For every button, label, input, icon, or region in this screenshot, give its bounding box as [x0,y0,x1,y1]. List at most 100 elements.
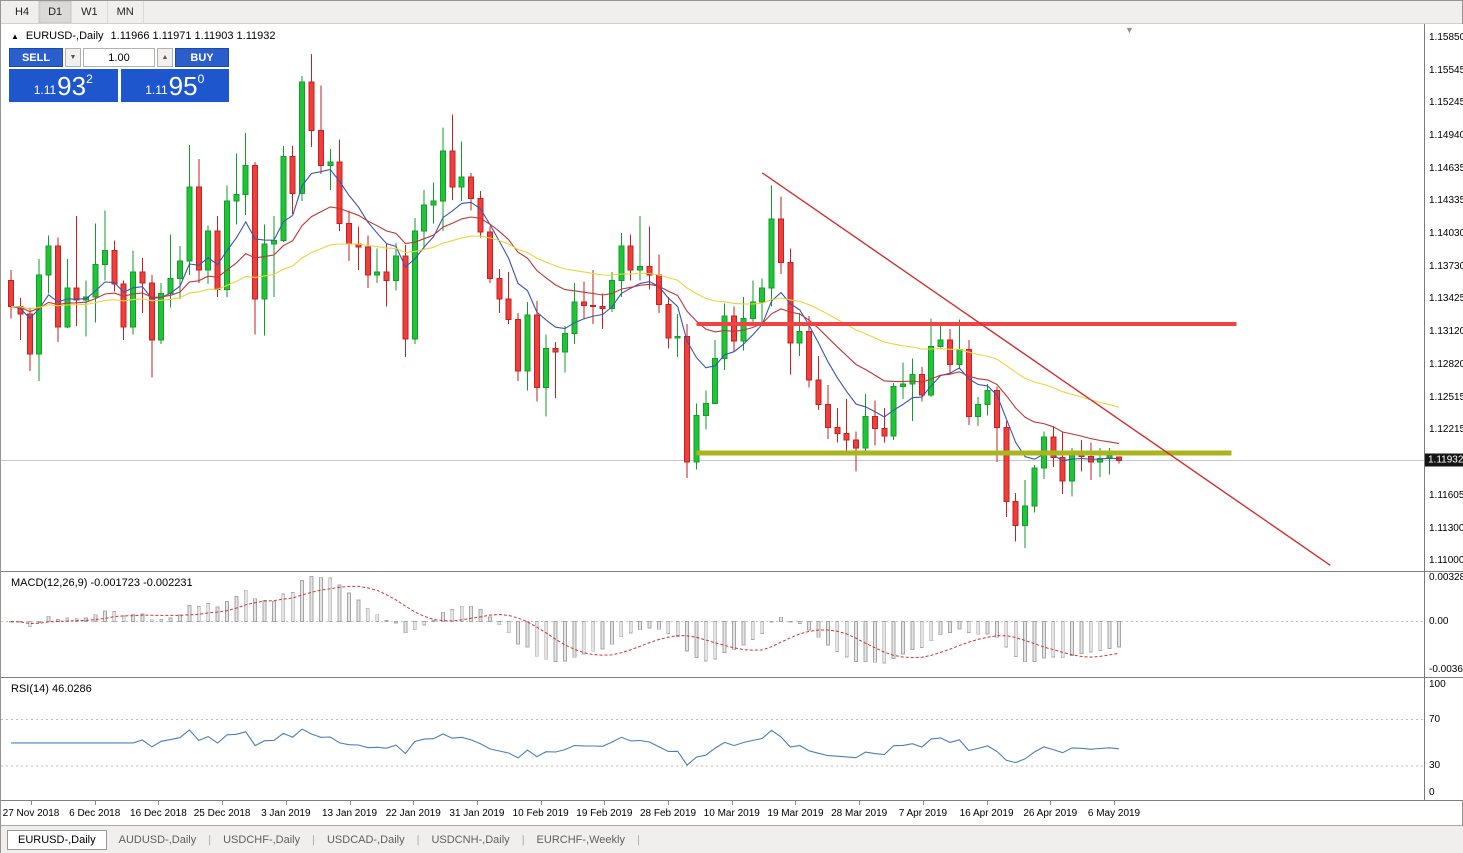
time-axis-label: 31 Jan 2019 [449,808,505,819]
rsi-axis-label: 0 [1429,787,1435,798]
macd-indicator-canvas[interactable] [1,572,1424,677]
arrow-down-icon: ▼ [69,54,77,61]
rsi-axis[interactable]: 100 70 30 0 [1424,678,1463,800]
chart-shift-icon[interactable]: ▼ [1125,25,1134,35]
time-axis-tick [413,801,415,805]
time-axis-label: 16 Apr 2019 [959,808,1014,819]
time-axis-label: 19 Feb 2019 [576,808,633,819]
timeframe-button-d1[interactable]: D1 [39,1,73,23]
sell-button[interactable]: SELL [9,48,63,67]
price-axis-label: 1.14335 [1429,195,1463,207]
current-price-badge: 1.11932 [1425,453,1463,467]
rsi-axis-label: 30 [1429,760,1441,771]
buy-price-display[interactable]: 1.11 95 0 [120,69,229,102]
chart-tab-eurchf-weekly[interactable]: EURCHF-,Weekly [536,833,625,846]
price-axis-label: 1.13120 [1429,326,1463,338]
chart-tab-audusd-daily[interactable]: AUDUSD-,Daily [118,833,197,846]
window-divider [1,825,1463,826]
price-chart-canvas[interactable] [1,24,1424,571]
one-click-trading-panel: SELL ▼ ▲ BUY 1.11 93 2 1.11 95 0 [9,48,229,102]
price-axis-label: 1.12215 [1429,423,1463,435]
time-axis-tick [94,801,96,805]
macd-axis-label: 0.003287 [1429,572,1463,583]
timeframe-button-w1[interactable]: W1 [72,1,108,23]
macd-label: MACD(12,26,9) -0.001723 -0.002231 [11,577,193,589]
rsi-axis-label: 100 [1429,679,1446,690]
chart-tab-usdcnh-daily[interactable]: USDCNH-,Daily [431,833,510,846]
buy-price-prefix: 1.11 [145,83,168,97]
macd-axis-label: 0.00 [1429,615,1449,627]
time-axis-label: 19 Mar 2019 [767,808,824,819]
time-axis-tick [1114,801,1115,805]
time-axis-tick [604,801,606,805]
time-axis[interactable]: 27 Nov 2018 6 Dec 2018 16 Dec 2018 25 Dec 2… [1,801,1424,825]
time-axis-tick [222,801,224,805]
price-axis-label: 1.11000 [1429,554,1463,566]
chart-ohlc-values: 1.11966 1.11971 1.11903 1.11932 [110,30,276,42]
time-axis-label: 10 Mar 2019 [703,808,760,819]
buy-price-pips: 95 [168,71,198,101]
timeframe-button-mn[interactable]: MN [108,1,144,23]
panel-divider[interactable] [1,571,1463,572]
panel-divider[interactable] [1,677,1463,678]
price-axis-label: 1.11300 [1429,522,1463,534]
time-axis-label: 28 Feb 2019 [639,808,697,819]
tab-separator: | [312,833,315,846]
time-axis-label: 27 Nov 2018 [2,808,60,819]
timeframe-button-h4[interactable]: H4 [6,1,40,23]
panel-divider [1,800,1463,801]
macd-axis-label: -0.003659 [1429,664,1463,675]
time-axis-tick [795,801,797,805]
tab-separator: | [416,833,420,846]
buy-price-point: 0 [197,72,205,86]
price-axis-label: 1.14030 [1429,228,1463,240]
time-axis-tick [1050,801,1052,805]
tab-separator: | [636,833,640,846]
chart-tab-eurusd-daily[interactable]: EURUSD-,Daily [7,829,107,850]
rsi-axis-label: 70 [1429,713,1441,725]
price-axis-label: 1.13730 [1429,260,1463,272]
time-axis-label: 22 Jan 2019 [385,808,441,819]
sell-price-display[interactable]: 1.11 93 2 [9,69,118,102]
macd-axis[interactable]: 0.003287 0.00 -0.003659 [1424,572,1463,677]
time-axis-label: 3 Jan 2019 [261,808,311,819]
volume-decrease-button[interactable]: ▼ [65,48,81,67]
sell-price-prefix: 1.11 [33,83,57,97]
time-axis-tick [540,801,542,805]
time-axis-tick [668,801,670,805]
chart-symbol-period: EURUSD-,Daily [25,30,104,42]
chart-tab-usdchf-daily[interactable]: USDCHF-,Daily [223,833,301,846]
time-axis-label: 16 Dec 2018 [130,808,187,819]
time-axis-label: 28 Mar 2019 [831,808,888,819]
volume-input[interactable] [83,48,155,67]
collapse-icon[interactable]: ▲ [11,31,19,41]
price-axis-label: 1.12820 [1429,358,1463,370]
time-axis-tick [349,801,351,805]
time-axis-tick [31,801,32,805]
chart-title: ▲ EURUSD-,Daily 1.11966 1.11971 1.11903 … [11,30,276,42]
sell-price-pips: 93 [57,71,87,101]
price-axis[interactable]: 1.11932 1.15850 1.15545 1.15245 1.14940 1.14… [1424,24,1463,571]
timeframe-toolbar: H4 D1 W1 MN [1,1,1462,24]
time-axis-label: 13 Jan 2019 [321,808,378,819]
price-axis-label: 1.15245 [1429,97,1463,109]
price-axis-label: 1.11605 [1429,489,1463,501]
time-axis-label: 26 Apr 2019 [1023,808,1078,819]
time-axis-tick [158,801,160,805]
time-axis-label: 25 Dec 2018 [193,808,251,819]
sell-price-point: 2 [86,72,93,86]
price-axis-label: 1.15545 [1429,64,1463,76]
volume-increase-button[interactable]: ▲ [157,48,173,67]
time-axis-tick [476,801,478,805]
chart-tab-usdcad-daily[interactable]: USDCAD-,Daily [326,833,405,846]
time-axis-label: 10 Feb 2019 [512,808,569,819]
price-axis-label: 1.14635 [1429,163,1463,175]
rsi-indicator-canvas[interactable] [1,678,1424,800]
tab-separator: | [208,833,212,846]
buy-button[interactable]: BUY [175,48,229,67]
price-axis-label: 1.15850 [1429,32,1463,44]
time-axis-tick [922,801,924,805]
time-axis-label: 6 May 2019 [1087,808,1141,819]
tab-separator: | [521,833,525,846]
